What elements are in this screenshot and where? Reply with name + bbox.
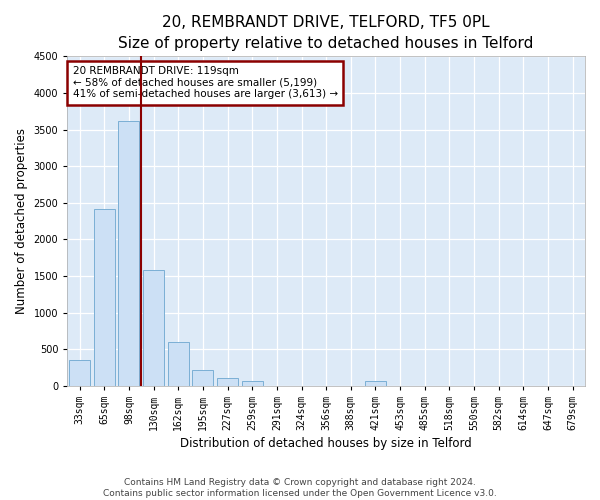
Bar	[94, 208, 115, 386]
Bar	[118, 121, 139, 386]
Bar	[69, 360, 90, 386]
Bar	[168, 342, 189, 386]
Text: 20 REMBRANDT DRIVE: 119sqm
← 58% of detached houses are smaller (5,199)
41% of s: 20 REMBRANDT DRIVE: 119sqm ← 58% of deta…	[73, 66, 338, 100]
Bar	[217, 378, 238, 386]
Bar	[242, 382, 263, 386]
X-axis label: Distribution of detached houses by size in Telford: Distribution of detached houses by size …	[180, 437, 472, 450]
Title: 20, REMBRANDT DRIVE, TELFORD, TF5 0PL
Size of property relative to detached hous: 20, REMBRANDT DRIVE, TELFORD, TF5 0PL Si…	[118, 15, 534, 51]
Bar	[143, 270, 164, 386]
Bar	[365, 382, 386, 386]
Y-axis label: Number of detached properties: Number of detached properties	[15, 128, 28, 314]
Text: Contains HM Land Registry data © Crown copyright and database right 2024.
Contai: Contains HM Land Registry data © Crown c…	[103, 478, 497, 498]
Bar	[193, 370, 214, 386]
